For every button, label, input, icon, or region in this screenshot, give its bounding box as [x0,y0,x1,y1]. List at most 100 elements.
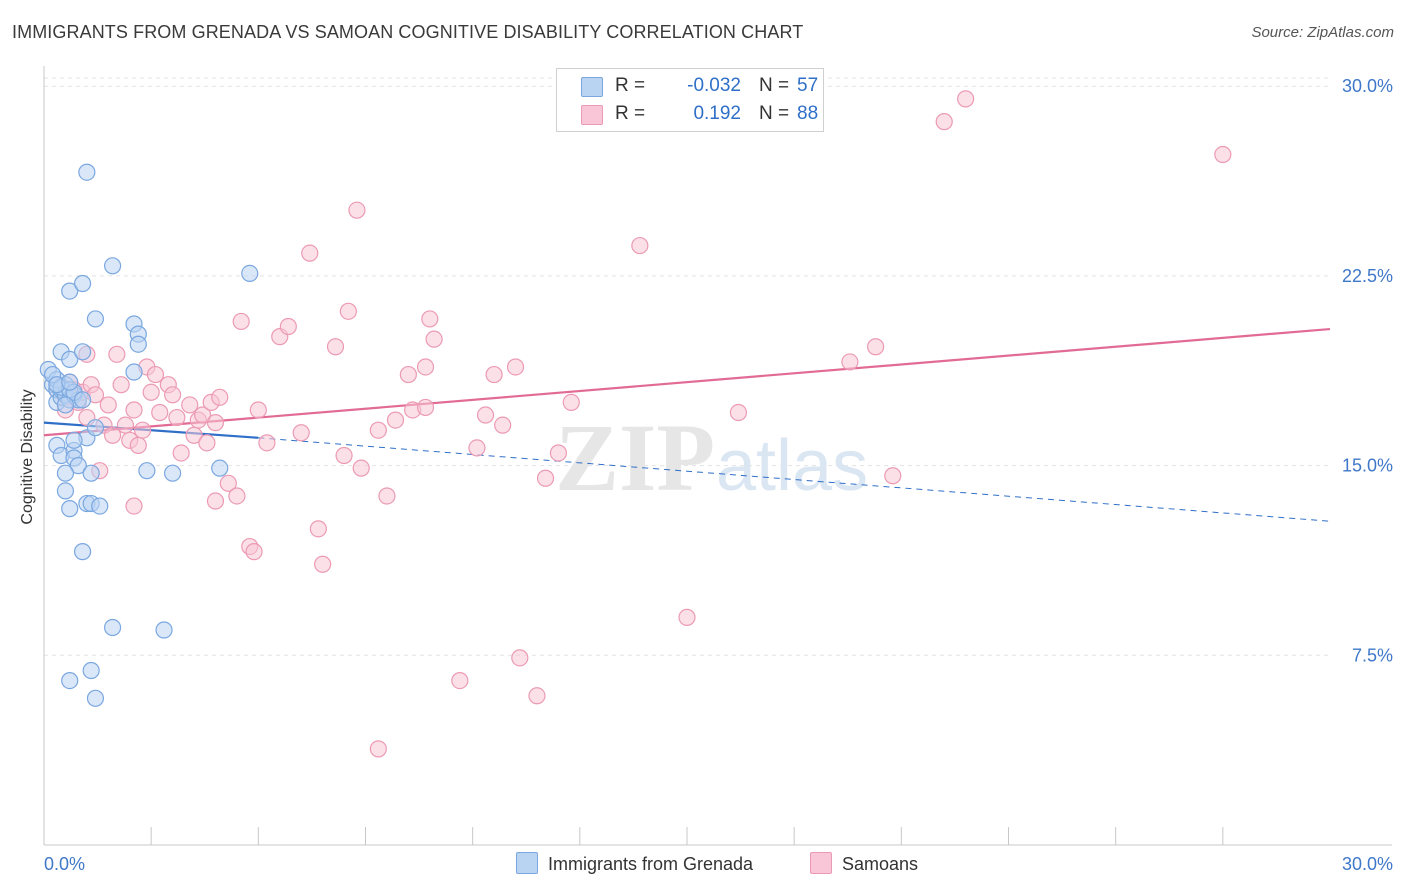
y-tick-label-0: 7.5% [1352,645,1393,665]
grenada-point-22 [73,343,92,361]
samoans-point-82 [451,672,469,690]
r-label: R = [615,75,646,96]
grenada-point-45 [56,482,75,500]
samoans-point-44 [292,424,310,442]
grenada-point-56 [65,431,83,449]
samoans-point-33 [206,414,225,432]
grenada-point-28 [61,282,79,300]
samoans-point-27 [181,396,199,414]
samoans-point-83 [511,649,529,667]
samoans-point-13 [112,376,130,394]
n-value: 88 [797,103,819,124]
grenada-point-40 [138,462,156,480]
samoans-point-85 [369,740,387,758]
samoans-swatch [581,105,603,125]
legend-swatch-grenada [516,852,538,874]
samoans-point-34 [211,388,229,406]
grenada-point-38 [56,464,75,482]
n-label: N = [759,75,790,96]
samoans-point-11 [103,426,122,444]
samoans-point-16 [125,401,143,419]
y-tick-label-3: 30.0% [1342,76,1393,96]
grenada-point-50 [73,543,92,561]
samoans-point-30 [194,406,212,424]
grenada-point-42 [211,459,229,477]
samoans-point-71 [678,608,696,626]
samoans-point-74 [867,338,885,356]
grenada-point-44 [86,419,105,437]
samoans-point-76 [935,113,953,131]
r-label: R = [615,103,646,124]
grenada-point-55 [86,689,105,707]
samoans-point-46 [309,520,327,538]
samoans-point-26 [172,444,190,462]
samoans-point-49 [335,446,353,465]
samoans-point-67 [536,469,555,487]
samoans-point-45 [301,244,319,262]
samoans-point-68 [549,444,568,462]
grenada-point-21 [61,350,79,368]
samoans-point-66 [506,358,525,376]
legend-label-grenada: Immigrants from Grenada [548,854,754,874]
r-value: 0.192 [693,103,741,124]
samoans-point-24 [164,386,182,404]
legend-item-samoans[interactable]: Samoans [810,852,918,875]
grenada-point-31 [241,264,259,282]
grenada-point-15 [56,396,75,414]
samoans-point-56 [399,365,417,384]
samoans-point-60 [425,330,443,348]
x-tick-label-0: 0.0% [44,854,85,874]
samoans-point-47 [314,555,332,573]
grenada-point-26 [129,335,147,353]
grenada-point-52 [155,621,173,639]
samoans-point-53 [369,421,387,439]
samoans-point-73 [841,353,859,371]
samoans-point-70 [631,236,649,255]
legend-label-samoans: Samoans [842,854,919,874]
samoans-point-41 [258,434,276,452]
grenada-point-32 [78,163,96,181]
samoans-point-37 [232,312,250,331]
samoans-point-69 [562,393,580,411]
grenada-point-30 [103,257,122,275]
samoans-point-48 [326,338,345,356]
grenada-point-18 [61,373,79,391]
grenada-point-37 [69,457,87,475]
samoans-point-51 [348,201,366,219]
grenada-trend-line-extension [258,437,1331,522]
grenada-point-27 [125,363,143,381]
grenada-swatch [581,77,603,97]
grenada-point-54 [61,672,79,690]
samoans-point-81 [206,492,225,510]
r-value: -0.032 [687,75,741,96]
samoans-point-39 [245,543,263,561]
watermark-atlas: atlas [716,426,868,506]
n-value: 57 [797,75,819,96]
samoans-point-59 [421,310,439,328]
grenada-point-29 [73,274,92,293]
samoans-point-63 [476,406,495,424]
samoans-point-21 [146,365,165,384]
grenada-point-23 [86,310,105,328]
samoans-point-77 [957,90,975,108]
samoans-point-10 [99,396,117,414]
samoans-point-43 [279,317,297,336]
grenada-point-39 [82,464,100,482]
samoans-point-58 [416,398,435,417]
grenada-point-41 [164,464,182,482]
samoans-point-22 [151,403,169,422]
samoans-point-36 [228,487,246,505]
y-tick-label-2: 22.5% [1342,266,1393,286]
n-label: N = [759,103,790,124]
legend-item-grenada[interactable]: Immigrants from Grenada [516,852,753,875]
grenada-point-53 [82,661,100,680]
samoans-point-65 [494,416,512,434]
samoans-point-20 [142,383,160,401]
samoans-point-35 [219,474,237,492]
gridlines [44,77,1330,656]
x-tick-label-1: 30.0% [1342,854,1393,874]
samoans-point-12 [108,345,126,363]
samoans-point-84 [528,687,546,705]
samoans-point-52 [352,459,370,477]
